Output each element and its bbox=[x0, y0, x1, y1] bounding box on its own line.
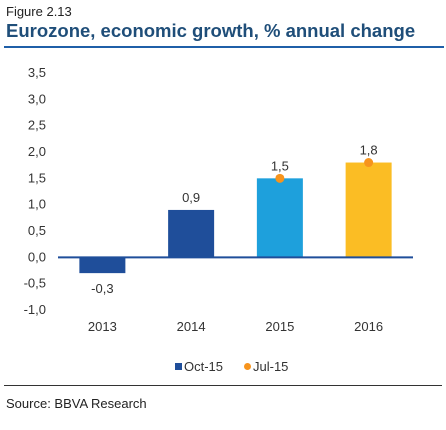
y-tick-label: -1,0 bbox=[24, 302, 46, 317]
bar bbox=[168, 209, 215, 258]
legend-swatch-oct-15 bbox=[175, 363, 182, 370]
y-tick-label: 0,0 bbox=[28, 249, 46, 264]
legend-swatch-jul-15 bbox=[244, 363, 251, 370]
chart-title: Eurozone, economic growth, % annual chan… bbox=[6, 20, 416, 41]
bar bbox=[256, 178, 303, 258]
y-tick-label: 0,5 bbox=[28, 223, 46, 238]
source-note: Source: BBVA Research bbox=[6, 396, 147, 411]
y-tick-label: 2,0 bbox=[28, 144, 46, 159]
x-tick-label: 2016 bbox=[354, 319, 383, 334]
legend-item-jul-15: Jul-15 bbox=[244, 359, 288, 374]
y-tick-label: 3,0 bbox=[28, 91, 46, 106]
x-tick-label: 2013 bbox=[88, 319, 117, 334]
marker-point bbox=[275, 173, 285, 183]
data-label: -0,3 bbox=[91, 281, 113, 296]
y-tick-label: 2,5 bbox=[28, 118, 46, 133]
x-tick-label: 2015 bbox=[265, 319, 294, 334]
figure-number: Figure 2.13 bbox=[6, 4, 72, 19]
legend-label-oct-15: Oct-15 bbox=[184, 359, 224, 374]
legend: Oct-15 Jul-15 bbox=[0, 359, 446, 374]
legend-item-oct-15: Oct-15 bbox=[175, 359, 223, 374]
x-tick-label: 2014 bbox=[177, 319, 206, 334]
y-tick-label: 3,5 bbox=[28, 65, 46, 80]
bar bbox=[79, 257, 126, 274]
data-label: 0,9 bbox=[182, 190, 200, 205]
y-tick-label: 1,5 bbox=[28, 170, 46, 185]
y-tick-label: -0,5 bbox=[24, 276, 46, 291]
source-divider bbox=[4, 385, 442, 386]
y-tick-label: 1,0 bbox=[28, 197, 46, 212]
data-label: 1,8 bbox=[360, 143, 378, 158]
title-underline bbox=[4, 46, 444, 48]
legend-label-jul-15: Jul-15 bbox=[253, 359, 289, 374]
marker-point bbox=[364, 158, 374, 168]
bar bbox=[345, 162, 392, 258]
data-label: 1,5 bbox=[271, 158, 289, 173]
